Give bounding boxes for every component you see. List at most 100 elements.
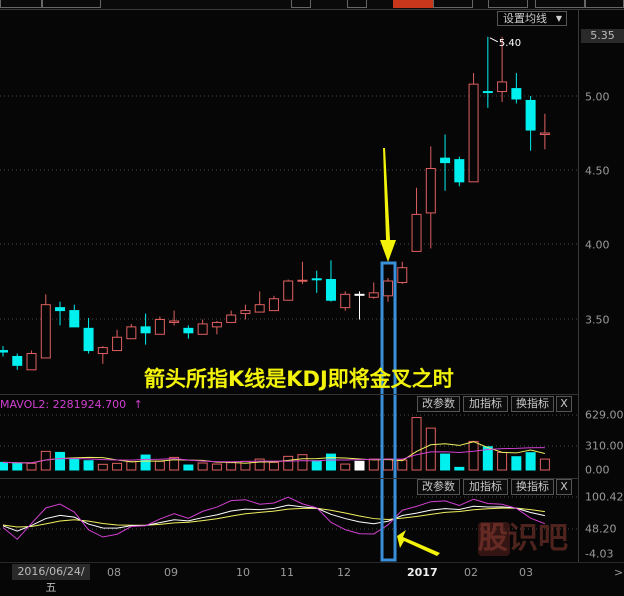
candle-body	[283, 280, 294, 301]
current-price-label: 5.35	[581, 29, 624, 43]
panel-divider	[0, 394, 578, 395]
candle-body	[311, 278, 322, 281]
volume-axis-label: 310.00	[585, 439, 624, 453]
price-axis-label: 4.50	[585, 164, 610, 178]
volume-bar	[55, 451, 66, 471]
volume-ma5-line	[2, 441, 546, 464]
toolbar-tab-active[interactable]	[393, 0, 433, 8]
volume-bar	[169, 456, 180, 471]
volume-axis-label: 629.00	[585, 408, 624, 422]
volume-bar	[383, 458, 394, 471]
volume-bar	[254, 458, 265, 471]
volume-bar	[0, 461, 8, 471]
candle-body	[497, 81, 508, 93]
switch-indicator-button[interactable]: 换指标	[511, 479, 554, 495]
scroll-right-button[interactable]: >	[614, 566, 624, 579]
volume-bar	[340, 463, 351, 471]
candle-body	[240, 310, 251, 315]
volume-bar	[268, 461, 279, 471]
volume-bar	[482, 446, 493, 471]
volume-indicator-title: MAVOL2: 2281924.700 ↑	[0, 398, 143, 411]
volume-bar	[397, 459, 408, 471]
close-icon[interactable]: X	[556, 396, 572, 412]
volume-bar	[311, 460, 322, 471]
date-axis-label: 2017	[407, 566, 438, 579]
add-indicator-button[interactable]: 加指标	[463, 396, 508, 412]
volume-bar	[325, 453, 336, 471]
candle-body	[368, 292, 379, 298]
candle-body	[140, 326, 151, 334]
toolbar-tab[interactable]	[347, 0, 367, 8]
candle-body	[226, 314, 237, 323]
volume-bar	[354, 460, 365, 471]
date-axis-label: 03	[519, 566, 533, 579]
toolbar-tab[interactable]	[535, 0, 585, 8]
volume-bar	[297, 454, 308, 471]
date-axis-label: 10	[236, 566, 250, 579]
toolbar-tab[interactable]	[291, 0, 311, 8]
toolbar-tab[interactable]	[433, 0, 473, 8]
highlight-box	[380, 261, 397, 562]
date-axis	[0, 562, 624, 582]
volume-bar	[26, 462, 37, 471]
volume-bar	[12, 462, 23, 471]
price-axis-label: 5.00	[585, 90, 610, 104]
date-axis-label: 12	[337, 566, 351, 579]
volume-bar	[539, 458, 550, 471]
mavol-value: MAVOL2: 2281924.700	[0, 398, 127, 411]
close-icon[interactable]: X	[556, 479, 572, 495]
candle-body	[440, 157, 451, 164]
set-moving-average-dropdown[interactable]: 设置均线 ▼	[497, 11, 567, 26]
candle-body	[468, 83, 479, 183]
candle-body	[397, 267, 408, 283]
volume-bar	[197, 462, 208, 471]
date-axis-label: 09	[164, 566, 178, 579]
volume-bar	[497, 451, 508, 471]
switch-indicator-button[interactable]: 换指标	[511, 396, 554, 412]
add-indicator-button[interactable]: 加指标	[463, 479, 508, 495]
volume-bar	[183, 464, 194, 471]
candle-body	[112, 336, 123, 352]
date-axis-first-label: 2016/06/24/五	[12, 564, 90, 594]
candle-body	[83, 327, 94, 352]
candle-body	[211, 321, 222, 328]
candle-body	[340, 293, 351, 309]
candle-body	[354, 293, 365, 296]
volume-bar	[511, 456, 522, 471]
volume-bar	[368, 458, 379, 471]
toolbar-tab[interactable]	[488, 0, 528, 8]
date-axis-label: 02	[464, 566, 478, 579]
candle-body	[154, 318, 165, 335]
candle-body	[183, 327, 194, 334]
kline-chart: 5.40	[0, 36, 578, 562]
candle-body	[325, 279, 336, 301]
candle-body	[69, 310, 80, 328]
candle-body	[411, 213, 422, 252]
volume-ma10-line	[2, 447, 545, 464]
high-marker-pointer	[489, 37, 499, 43]
kdj-j-line	[2, 496, 546, 540]
price-axis-divider	[578, 10, 579, 562]
edit-params-button[interactable]: 改参数	[417, 479, 460, 495]
toolbar-tab[interactable]	[42, 0, 101, 8]
edit-params-button[interactable]: 改参数	[417, 396, 460, 412]
toolbar-tab[interactable]	[0, 0, 42, 8]
candle-body	[197, 323, 208, 335]
kdj-d-line	[2, 507, 545, 528]
volume-bar	[425, 427, 436, 471]
kdj-axis-label: 100.42	[585, 490, 624, 504]
candle-body	[97, 347, 108, 355]
candle-body	[254, 304, 265, 313]
candle-body	[169, 320, 180, 323]
candle-body	[40, 304, 51, 359]
date-axis-label: 11	[280, 566, 294, 579]
candle-body	[126, 326, 137, 340]
volume-bar	[226, 462, 237, 471]
arrow-down-icon	[380, 148, 397, 262]
kdj-axis-label: 48.20	[585, 522, 617, 536]
high-price-label: 5.40	[499, 38, 521, 49]
candle-body	[268, 298, 279, 312]
arrow-left-icon	[397, 530, 440, 556]
volume-bar	[83, 460, 94, 471]
candle-body	[55, 307, 66, 312]
